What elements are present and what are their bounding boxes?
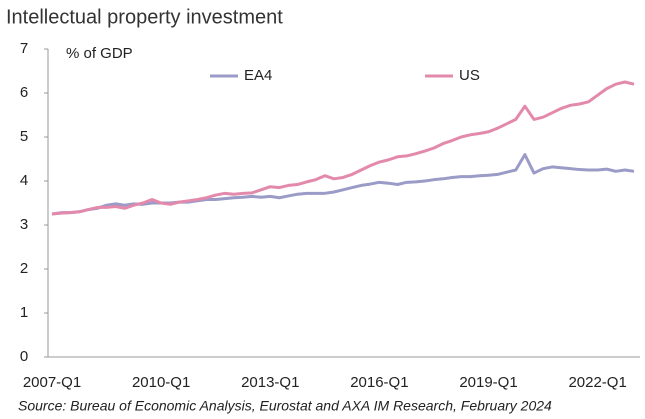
x-tick-label: 2019-Q1 [459,374,517,391]
x-tick-label: 2007-Q1 [23,374,81,391]
y-axis-label: % of GDP [66,45,133,62]
x-tick-label: 2016-Q1 [350,374,408,391]
x-tick-label: 2022-Q1 [568,374,626,391]
series-line [51,153,635,216]
y-tick-label: 7 [20,40,28,57]
y-tick-label: 1 [20,304,28,321]
y-tick-label: 4 [20,172,28,189]
y-tick-label: 2 [20,260,28,277]
y-tick-label: 6 [20,84,28,101]
y-tick-label: 5 [20,128,28,145]
series-line [51,80,635,216]
y-tick-label: 0 [20,348,28,365]
y-tick-label: 3 [20,216,28,233]
legend-label: US [459,67,480,84]
source-note: Source: Bureau of Economic Analysis, Eur… [18,398,552,414]
plot-area: 0 1 2 3 4 5 6 7 2007-Q1 2010-Q1 2013-Q1 2016-Q1 2019… [20,40,640,391]
legend-label: EA4 [244,67,272,84]
x-tick-label: 2013-Q1 [241,374,299,391]
x-tick-label: 2010-Q1 [132,374,190,391]
chart-title: Intellectual property investment [6,6,283,28]
